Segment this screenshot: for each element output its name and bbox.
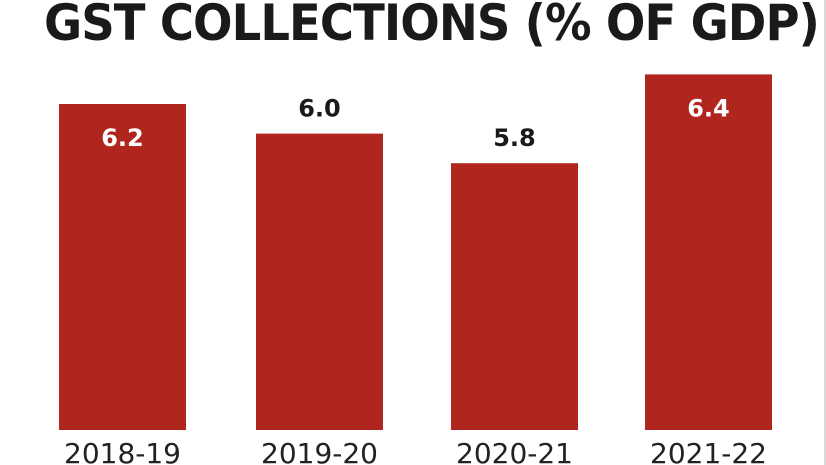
data-label-2018-19: 6.2: [101, 124, 144, 152]
x-tick-2019-20: 2019-20: [261, 437, 378, 465]
x-tick-2021-22: 2021-22: [650, 437, 767, 465]
bar-2021-22: [645, 74, 772, 431]
data-label-2021-22: 6.4: [687, 94, 730, 122]
data-label-2019-20: 6.0: [298, 95, 341, 123]
x-tick-2020-21: 2020-21: [456, 437, 573, 465]
data-label-2020-21: 5.8: [493, 124, 536, 152]
x-tick-2018-19: 2018-19: [64, 437, 181, 465]
bar-2020-21: [451, 163, 578, 430]
chart-title: GST COLLECTIONS (% OF GDP): [44, 0, 820, 52]
bar-2019-20: [256, 133, 383, 430]
bar-2018-19: [59, 104, 186, 430]
